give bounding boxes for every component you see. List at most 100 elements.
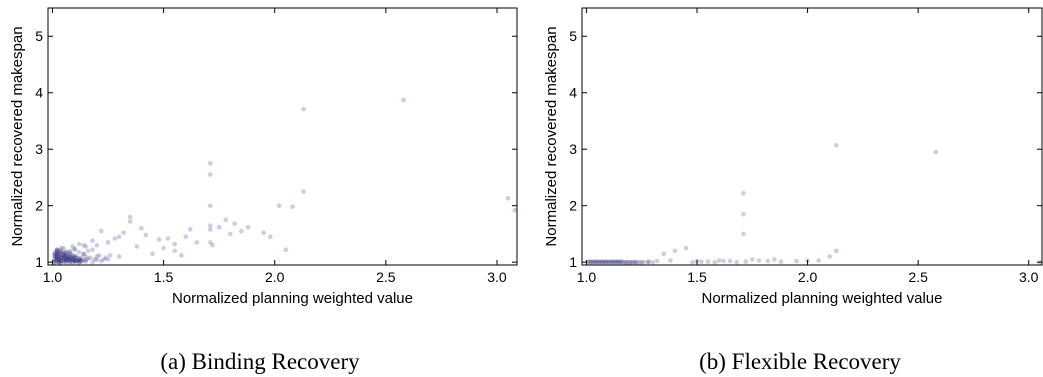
data-point bbox=[54, 254, 60, 259]
data-point bbox=[268, 234, 273, 240]
data-point bbox=[74, 255, 80, 261]
panel-caption: (a) Binding Recovery bbox=[160, 349, 360, 374]
data-point bbox=[76, 256, 82, 262]
data-point bbox=[67, 250, 73, 256]
data-point bbox=[127, 214, 133, 220]
data-point bbox=[599, 259, 605, 265]
x-tick-label: 1.0 bbox=[577, 269, 597, 285]
data-point bbox=[597, 259, 602, 264]
data-point bbox=[63, 259, 69, 264]
plot-frame bbox=[581, 7, 1043, 266]
data-point bbox=[615, 259, 620, 265]
data-point bbox=[54, 252, 60, 257]
data-point bbox=[172, 241, 177, 247]
data-point bbox=[85, 256, 91, 262]
data-point bbox=[61, 255, 66, 260]
data-point bbox=[85, 248, 91, 254]
x-tick-label: 3.0 bbox=[487, 269, 507, 285]
data-point bbox=[239, 228, 244, 234]
data-point bbox=[650, 259, 656, 265]
data-point bbox=[92, 257, 97, 262]
data-point bbox=[194, 240, 200, 245]
data-point bbox=[712, 259, 717, 265]
data-point bbox=[741, 231, 746, 237]
data-point bbox=[586, 259, 591, 265]
data-point bbox=[816, 258, 821, 263]
data-point bbox=[608, 259, 614, 264]
data-point bbox=[72, 255, 77, 260]
data-point bbox=[59, 255, 64, 260]
data-point bbox=[63, 249, 69, 255]
data-point bbox=[56, 252, 62, 257]
data-point bbox=[52, 253, 57, 258]
data-point bbox=[74, 258, 80, 264]
data-point bbox=[72, 259, 77, 264]
data-point bbox=[79, 258, 84, 264]
data-point bbox=[79, 257, 84, 262]
data-point bbox=[96, 253, 102, 258]
data-point bbox=[690, 259, 695, 265]
data-point bbox=[99, 258, 104, 264]
data-point bbox=[637, 259, 642, 265]
data-point bbox=[716, 258, 722, 263]
data-point bbox=[741, 211, 746, 217]
data-point bbox=[54, 247, 60, 252]
plot-frame bbox=[47, 7, 518, 266]
data-point bbox=[72, 253, 77, 258]
data-point bbox=[90, 259, 95, 265]
x-tick-label: 1.0 bbox=[43, 269, 63, 285]
data-point bbox=[67, 259, 73, 265]
data-point bbox=[59, 258, 64, 264]
data-point bbox=[52, 253, 57, 259]
data-point bbox=[59, 251, 64, 256]
y-axis-label: Normalized recovered makespan bbox=[543, 26, 560, 246]
data-point bbox=[593, 259, 598, 264]
data-point bbox=[617, 259, 622, 264]
data-point bbox=[772, 257, 777, 262]
data-point bbox=[67, 252, 73, 257]
data-point bbox=[54, 257, 60, 263]
data-point bbox=[604, 259, 609, 265]
data-point bbox=[65, 257, 71, 262]
data-point bbox=[63, 258, 69, 263]
data-point bbox=[601, 259, 607, 265]
data-point bbox=[161, 245, 166, 251]
data-point bbox=[401, 97, 406, 103]
data-point bbox=[59, 255, 64, 260]
data-point bbox=[105, 240, 111, 245]
data-point bbox=[626, 259, 631, 265]
data-point bbox=[933, 149, 939, 155]
data-point bbox=[105, 257, 111, 262]
data-point bbox=[756, 258, 762, 263]
data-point bbox=[76, 241, 82, 247]
data-point bbox=[59, 245, 64, 251]
data-point bbox=[52, 257, 57, 262]
data-point bbox=[54, 259, 60, 264]
data-point bbox=[150, 251, 155, 256]
data-point bbox=[83, 259, 89, 264]
data-point bbox=[794, 258, 799, 264]
data-point bbox=[67, 258, 73, 264]
data-point bbox=[79, 255, 84, 260]
data-point bbox=[56, 259, 62, 265]
data-point bbox=[70, 254, 75, 259]
data-point bbox=[59, 249, 64, 254]
data-point bbox=[621, 259, 627, 265]
data-point bbox=[245, 224, 251, 230]
data-point bbox=[56, 256, 62, 262]
data-point bbox=[56, 248, 62, 253]
data-point bbox=[61, 253, 66, 258]
data-point bbox=[67, 256, 73, 262]
data-point bbox=[834, 143, 839, 148]
y-tick-label: 1 bbox=[35, 254, 43, 270]
data-point bbox=[604, 259, 609, 264]
data-point bbox=[81, 252, 86, 257]
data-point bbox=[65, 250, 71, 256]
data-point bbox=[599, 259, 605, 264]
data-point bbox=[208, 172, 213, 177]
data-point bbox=[615, 259, 620, 264]
data-point bbox=[63, 249, 69, 255]
data-point bbox=[588, 259, 594, 264]
data-point bbox=[512, 207, 518, 213]
